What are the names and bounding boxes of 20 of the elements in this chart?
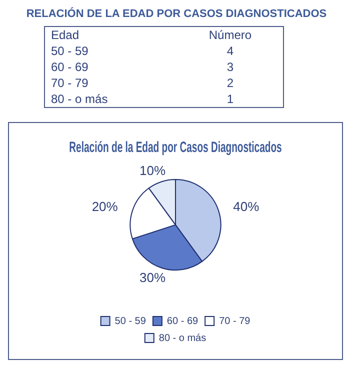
text: Número	[208, 27, 253, 43]
data-label: 1	[226, 91, 235, 108]
category-label: 60 - 69	[50, 59, 90, 75]
legend-label: 80 - o más	[158, 332, 206, 344]
text: RELACIÓN DE LA EDAD POR CASOS DIAGNOSTICADOS	[25, 8, 328, 20]
data-label: 40%	[233, 198, 260, 214]
chart-title: Relación de la Edad por Casos Diagnosticados	[69, 139, 282, 156]
category-label: 50 - 59	[50, 43, 90, 59]
legend-label: 60 - 69	[166, 316, 199, 327]
data-label: 30%	[140, 270, 166, 285]
legend-label: 50 - 59	[114, 316, 146, 327]
data-label: 3	[226, 59, 235, 75]
text: Edad	[50, 27, 80, 43]
data-label: 2	[226, 75, 235, 91]
data-label: 4	[226, 43, 235, 59]
data-label: 10%	[140, 162, 166, 178]
category-label: 80 - o más	[50, 91, 109, 108]
data-label: 20%	[92, 198, 118, 214]
legend-label: 70 - 79	[219, 316, 251, 327]
category-label: 70 - 79	[50, 75, 90, 91]
